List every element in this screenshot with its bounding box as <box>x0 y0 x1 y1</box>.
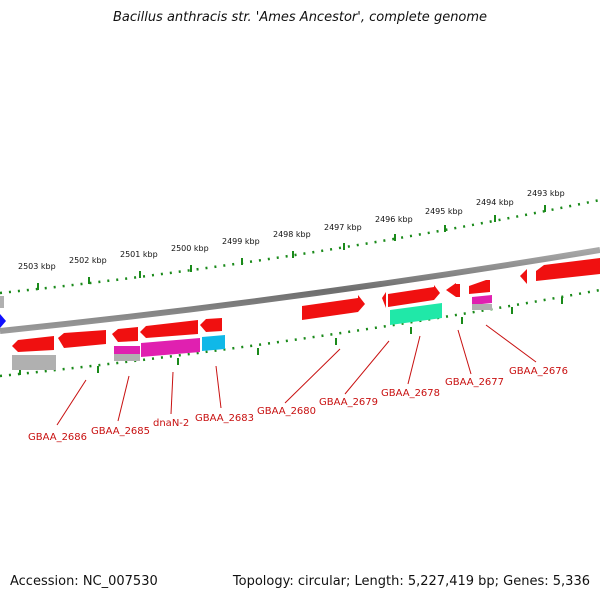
leader-line <box>284 348 341 404</box>
gene-block[interactable] <box>390 303 442 325</box>
gene-label: GBAA_2685 <box>91 426 150 437</box>
leader-line <box>457 329 472 375</box>
gene-arrow[interactable] <box>140 320 198 338</box>
gene-label: GBAA_2679 <box>319 397 378 408</box>
ruler-labels: 2503 kbp 2502 kbp 2501 kbp 2500 kbp 2499… <box>18 189 565 271</box>
gene-block[interactable] <box>0 296 4 308</box>
ruler-label: 2497 kbp <box>324 223 362 232</box>
gene-block[interactable] <box>114 354 140 361</box>
gene-arrow[interactable] <box>520 269 527 284</box>
gene-label: GBAA_2683 <box>195 413 254 424</box>
leader-line <box>215 365 222 409</box>
gene-block[interactable] <box>202 335 225 351</box>
gene-arrow[interactable] <box>456 284 460 297</box>
leader-line <box>407 335 421 385</box>
leader-line <box>56 379 87 426</box>
ruler-label: 2496 kbp <box>375 215 413 224</box>
accession-text: Accession: NC_007530 <box>10 574 158 589</box>
genome-backbone <box>0 247 600 334</box>
ruler-label: 2495 kbp <box>425 207 463 216</box>
gene-label: GBAA_2676 <box>509 366 568 377</box>
gene-arrow[interactable] <box>446 283 456 297</box>
ruler-label: 2494 kbp <box>476 198 514 207</box>
gene-block[interactable] <box>472 304 492 310</box>
gene-arrow[interactable] <box>58 330 106 348</box>
gene-block[interactable] <box>472 295 492 305</box>
gene-arrow[interactable] <box>200 318 222 332</box>
ruler-label: 2499 kbp <box>222 237 260 246</box>
gene-arrow[interactable] <box>388 285 440 307</box>
gene-arrow[interactable] <box>382 292 386 308</box>
map-title: Bacillus anthracis str. 'Ames Ancestor',… <box>112 10 488 25</box>
leader-line <box>344 340 390 395</box>
gene-label: GBAA_2678 <box>381 388 440 399</box>
ruler-outer-ticks <box>37 205 546 290</box>
gene-arrow[interactable] <box>112 327 138 342</box>
forward-genes <box>0 258 600 328</box>
gene-block[interactable] <box>12 355 56 370</box>
leader-line <box>485 324 537 363</box>
ruler-label: 2503 kbp <box>18 262 56 271</box>
gene-arrow[interactable] <box>12 336 54 352</box>
gene-arrow[interactable] <box>0 314 6 328</box>
gene-arrow[interactable] <box>536 258 600 281</box>
ruler-label: 2502 kbp <box>69 256 107 265</box>
ruler-label: 2493 kbp <box>527 189 565 198</box>
gene-block[interactable] <box>141 338 200 357</box>
gene-block[interactable] <box>114 346 140 354</box>
ruler-label: 2501 kbp <box>120 250 158 259</box>
topology-text: Topology: circular; Length: 5,227,419 bp… <box>232 574 590 589</box>
gene-label: dnaN-2 <box>153 418 189 429</box>
leader-line <box>170 371 174 415</box>
ruler-label: 2498 kbp <box>273 230 311 239</box>
ruler-label: 2500 kbp <box>171 244 209 253</box>
leader-lines <box>56 324 537 426</box>
gene-arrow[interactable] <box>469 280 490 294</box>
gene-labels: GBAA_2686 GBAA_2685 dnaN-2 GBAA_2683 GBA… <box>28 366 568 443</box>
gene-label: GBAA_2677 <box>445 377 504 388</box>
leader-line <box>117 375 130 422</box>
gene-arrow[interactable] <box>302 295 365 320</box>
gene-label: GBAA_2680 <box>257 406 316 417</box>
gene-label: GBAA_2686 <box>28 432 87 443</box>
reverse-genes <box>12 295 492 370</box>
